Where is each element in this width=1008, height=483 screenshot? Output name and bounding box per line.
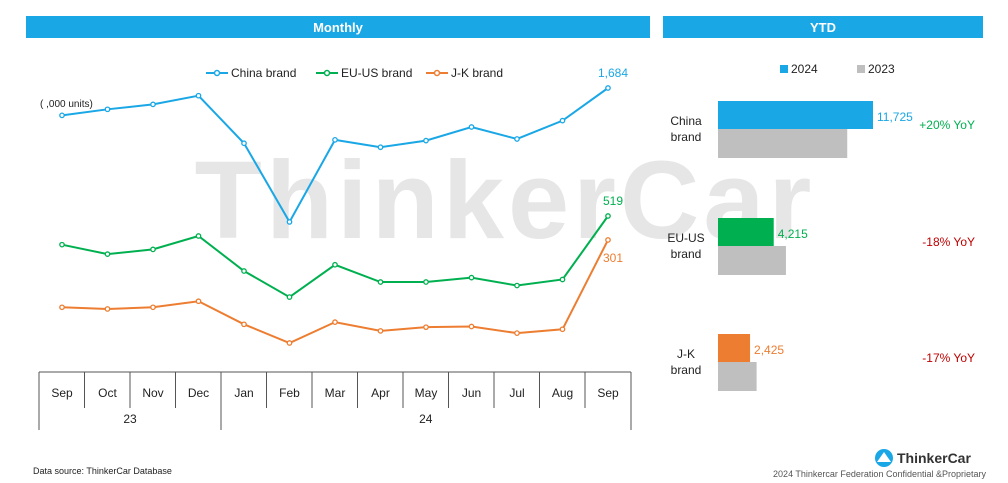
data-point-jk-6 — [332, 319, 338, 325]
thinkercar-logo-icon — [875, 449, 893, 467]
data-point-jk-3 — [195, 298, 202, 305]
legend-marker-euus — [323, 69, 331, 77]
data-point-euus-10 — [514, 282, 520, 289]
x-tick-label-0: Sep — [51, 386, 73, 400]
x-tick-label-9: Jun — [462, 386, 481, 400]
ytd-bar-chart: 2024 2023 11,725 China brand +20% YoY 4,215 EU-… — [667, 62, 975, 391]
data-point-euus-8 — [423, 279, 429, 285]
watermark-text: ThinkerCar — [195, 139, 816, 262]
legend-label-jk: J-K brand — [451, 66, 503, 80]
ytd-header-label: YTD — [810, 19, 836, 35]
category-label-0-a: China — [670, 114, 702, 128]
data-point-euus-0 — [59, 241, 65, 248]
data-point-china-9 — [468, 124, 475, 130]
data-point-china-10 — [514, 136, 520, 142]
data-point-jk-1 — [104, 306, 111, 312]
data-point-euus-6 — [332, 261, 338, 268]
data-point-jk-9 — [468, 323, 475, 330]
bar-value-label-1: 4,215 — [778, 227, 808, 241]
data-point-jk-5 — [286, 340, 293, 346]
x-tick-label-4: Jan — [234, 386, 253, 400]
data-point-china-11 — [559, 117, 566, 124]
data-point-jk-0 — [59, 304, 65, 311]
bar-2023-2 — [718, 362, 757, 391]
legend-label-2023: 2023 — [868, 62, 895, 76]
yoy-label-0: +20% YoY — [919, 118, 975, 132]
bar-2024-2 — [718, 334, 751, 362]
data-point-jk-4 — [241, 321, 247, 328]
x-tick-label-8: May — [415, 386, 438, 400]
data-point-euus-3 — [195, 233, 202, 239]
end-label-euus: 519 — [603, 194, 623, 208]
legend-marker-jk — [433, 69, 441, 77]
x-tick-label-2: Nov — [142, 386, 163, 400]
ytd-header: YTD — [663, 16, 983, 38]
bar-value-label-2: 2,425 — [754, 343, 784, 357]
x-tick-label-6: Mar — [325, 386, 346, 400]
legend-swatch-2024 — [780, 65, 788, 73]
x-tick-label-1: Oct — [98, 386, 117, 400]
legend-label-2024: 2024 — [791, 62, 818, 76]
data-point-euus-9 — [468, 274, 475, 281]
yoy-label-2: -17% YoY — [922, 351, 975, 365]
bar-value-label-0: 11,725 — [877, 110, 913, 124]
unit-label: ( ,000 units) — [40, 99, 93, 110]
category-label-1-a: EU-US — [667, 231, 704, 245]
bar-2024-1 — [718, 218, 774, 246]
legend-marker-china — [213, 69, 221, 77]
year-label-0: 23 — [123, 412, 137, 426]
legend-label-china: China brand — [231, 66, 296, 80]
x-tick-label-3: Dec — [188, 386, 209, 400]
footer-brand: ThinkerCar — [897, 450, 971, 466]
data-point-euus-5 — [286, 294, 293, 300]
data-point-china-3 — [195, 92, 202, 99]
category-label-2-b: brand — [671, 363, 702, 377]
confidential-note: 2024 Thinkercar Federation Confidential … — [773, 469, 986, 479]
category-label-0-b: brand — [671, 130, 702, 144]
monthly-header-label: Monthly — [313, 19, 363, 35]
data-point-euus-11 — [559, 276, 566, 283]
year-label-1: 24 — [419, 412, 433, 426]
data-point-euus-2 — [150, 246, 156, 253]
x-tick-label-11: Aug — [552, 386, 573, 400]
legend-label-euus: EU-US brand — [341, 66, 412, 80]
data-point-jk-2 — [150, 304, 156, 311]
end-label-jk: 301 — [603, 251, 623, 265]
x-tick-label-5: Feb — [279, 386, 300, 400]
x-tick-label-10: Jul — [509, 386, 524, 400]
data-point-jk-7 — [377, 328, 384, 334]
data-point-china-7 — [377, 144, 384, 151]
data-point-china-2 — [150, 101, 156, 108]
monthly-line-chart: ( ,000 units) China brand EU-US brand J-K b… — [38, 66, 632, 430]
data-point-china-6 — [332, 137, 338, 143]
monthly-header: Monthly — [26, 16, 650, 38]
data-point-jk-12 — [605, 237, 611, 243]
legend-swatch-2023 — [857, 65, 865, 73]
data-point-china-8 — [423, 137, 429, 144]
data-point-euus-4 — [241, 268, 247, 274]
bar-2023-1 — [718, 246, 786, 275]
end-label-china: 1,684 — [598, 66, 628, 80]
data-point-china-4 — [241, 140, 247, 147]
data-point-euus-7 — [377, 279, 384, 285]
data-point-euus-1 — [104, 251, 111, 257]
data-point-china-12 — [605, 85, 611, 91]
data-point-jk-8 — [423, 324, 429, 331]
data-source-note: Data source: ThinkerCar Database — [33, 466, 172, 476]
data-point-china-0 — [59, 112, 65, 119]
data-point-china-5 — [286, 219, 293, 225]
category-label-1-b: brand — [671, 247, 702, 261]
bar-2024-0 — [718, 101, 873, 129]
yoy-label-1: -18% YoY — [922, 235, 975, 249]
x-tick-label-7: Apr — [371, 386, 390, 400]
category-label-2-a: J-K — [677, 347, 695, 361]
bar-2023-0 — [718, 129, 848, 158]
x-tick-label-12: Sep — [597, 386, 619, 400]
data-point-jk-11 — [559, 326, 566, 333]
data-point-china-1 — [104, 106, 111, 113]
data-point-euus-12 — [605, 213, 611, 219]
data-point-jk-10 — [514, 330, 520, 336]
